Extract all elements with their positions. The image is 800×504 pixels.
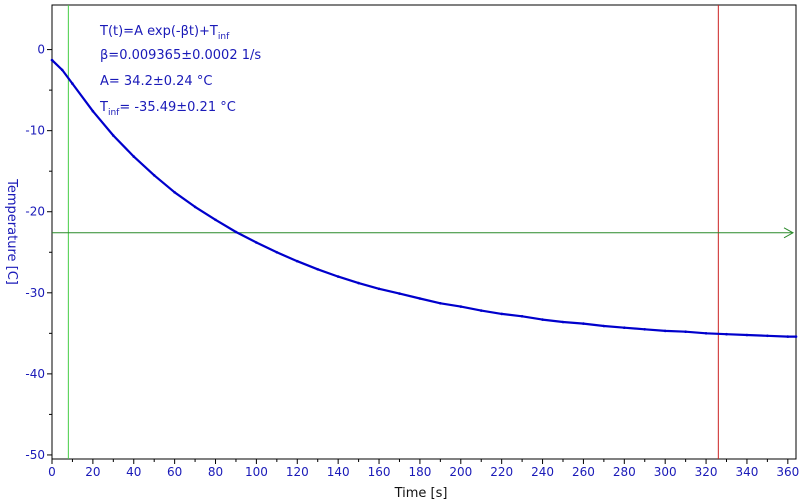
data-point — [582, 322, 585, 325]
data-point — [704, 332, 708, 335]
data-point — [459, 305, 463, 308]
fit-tinf: Tinf= -35.49±0.21 °C — [99, 100, 236, 118]
data-point — [275, 251, 279, 254]
data-point — [152, 174, 156, 177]
fit-tinf-sub: inf — [108, 108, 120, 118]
x-axis-ticks: 0 20 40 60 80 100 120 140 160 180 200 220 240 260 280 3… — [48, 459, 799, 479]
x-tick-label: 360 — [776, 465, 799, 479]
data-series — [50, 58, 798, 338]
data-point — [357, 281, 360, 285]
data-point — [234, 230, 238, 234]
data-point — [193, 205, 197, 209]
plot-area — [51, 4, 797, 460]
data-point — [91, 109, 95, 113]
data-point — [316, 268, 320, 271]
fit-annotation: T(t)=A exp(-βt)+Tinf β=0.009365±0.0002 1… — [99, 24, 261, 118]
data-point — [725, 332, 728, 336]
data-point — [623, 326, 626, 330]
data-point — [602, 324, 606, 328]
data-point — [296, 259, 299, 263]
cursor-lines[interactable] — [52, 5, 795, 459]
fit-beta: β=0.009365±0.0002 1/s — [100, 48, 261, 63]
y-tick-label: -50 — [25, 448, 45, 462]
fit-equation: T(t)=A exp(-βt)+Tinf — [99, 24, 230, 42]
data-point — [255, 241, 258, 244]
x-tick-label: 120 — [286, 465, 309, 479]
data-point — [794, 335, 798, 338]
fit-equation-sub: inf — [218, 32, 230, 42]
x-tick-label: 40 — [126, 465, 141, 479]
x-tick-label: 20 — [85, 465, 100, 479]
data-point — [398, 292, 401, 295]
data-point — [643, 328, 646, 331]
x-tick-label: 0 — [48, 465, 56, 479]
x-tick-label: 320 — [695, 465, 718, 479]
data-point — [786, 335, 790, 338]
data-point — [112, 134, 115, 137]
data-point — [439, 302, 442, 305]
fit-amplitude: A= 34.2±0.24 °C — [100, 74, 212, 89]
y-tick-label: -30 — [25, 286, 45, 300]
data-point — [520, 315, 524, 318]
data-point — [745, 333, 749, 337]
data-point — [541, 318, 544, 321]
data-point — [71, 82, 74, 85]
x-tick-label: 200 — [449, 465, 472, 479]
x-tick-label: 160 — [368, 465, 391, 479]
data-point — [766, 334, 769, 338]
cursor-arrow-icon — [783, 227, 795, 239]
x-tick-label: 80 — [208, 465, 223, 479]
y-tick-label: -10 — [25, 124, 45, 138]
x-tick-label: 300 — [654, 465, 677, 479]
data-point — [561, 320, 565, 324]
data-point — [132, 155, 136, 158]
y-tick-label: 0 — [37, 43, 45, 57]
data-point — [684, 330, 687, 334]
data-point — [500, 312, 504, 316]
data-point — [50, 58, 54, 62]
x-tick-label: 220 — [490, 465, 513, 479]
fit-tinf-value: = -35.49±0.21 °C — [119, 100, 235, 115]
x-axis-title: Time [s] — [394, 486, 448, 501]
x-tick-label: 260 — [572, 465, 595, 479]
data-point — [173, 191, 176, 194]
fit-tinf-pre: T — [99, 100, 108, 115]
x-tick-label: 140 — [327, 465, 350, 479]
x-tick-label: 340 — [735, 465, 758, 479]
fit-equation-main: T(t)=A exp(-βt)+T — [99, 24, 218, 39]
y-axis-ticks: 0 -10 -20 -30 -40 -50 — [25, 43, 52, 462]
data-point — [663, 329, 667, 333]
y-tick-label: -40 — [25, 367, 45, 381]
data-point — [336, 275, 340, 278]
data-point — [377, 287, 381, 291]
x-tick-label: 180 — [408, 465, 431, 479]
x-tick-label: 60 — [167, 465, 182, 479]
y-axis-title: Temperature [C] — [4, 178, 19, 285]
x-tick-label: 240 — [531, 465, 554, 479]
data-point — [418, 297, 422, 300]
x-tick-label: 280 — [613, 465, 636, 479]
x-tick-label: 100 — [245, 465, 268, 479]
y-tick-label: -20 — [25, 205, 45, 219]
data-point — [479, 309, 483, 312]
data-point — [214, 218, 217, 222]
data-point — [60, 68, 64, 72]
